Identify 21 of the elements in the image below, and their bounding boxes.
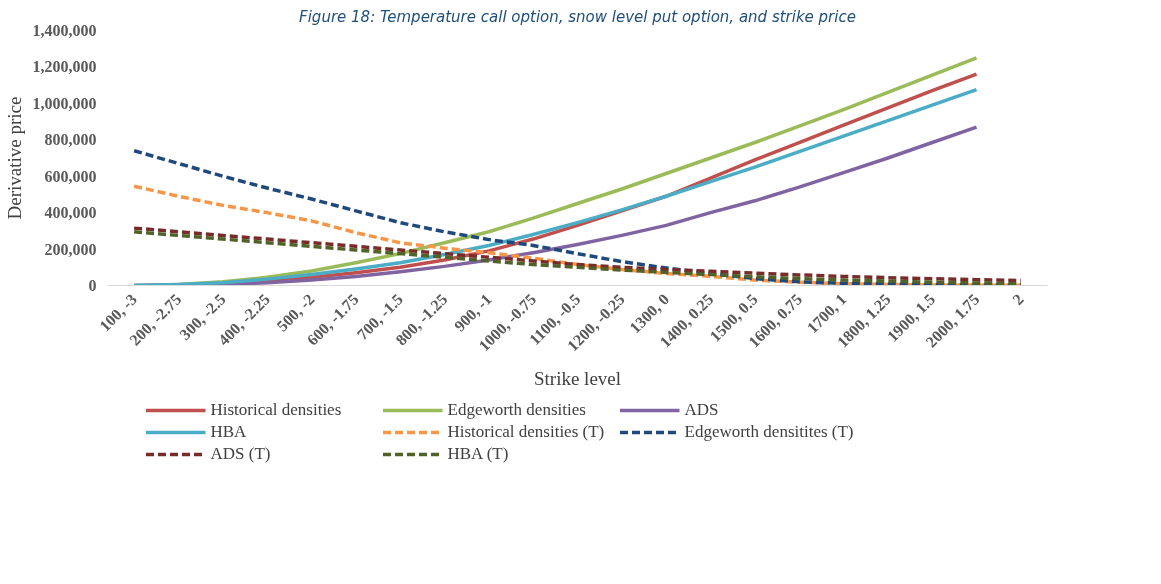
legend-label: HBA (T) <box>447 444 510 464</box>
legend-label: Edgeworth densitites (T) <box>684 422 855 442</box>
x-axis-title: Strike level <box>533 368 622 390</box>
chart-title: Figure 18: Temperature call option, snow level put option, and strike price <box>299 7 856 26</box>
x-tick-label: 2 <box>1009 290 1027 309</box>
y-tick-label: 400,000 <box>44 204 97 222</box>
legend-label: HBA <box>210 422 248 442</box>
legend-label: Historical densities <box>210 400 343 420</box>
legend-label: ADS <box>684 400 720 420</box>
y-tick-label: 800,000 <box>44 131 97 149</box>
y-tick-label: 1,400,000 <box>32 22 97 39</box>
y-tick-label: 1,000,000 <box>32 94 97 112</box>
y-tick-label: 200,000 <box>44 240 97 258</box>
legend-label: ADS (T) <box>210 444 272 464</box>
y-tick-label: 0 <box>88 277 97 294</box>
legend-label: Historical densities (T) <box>447 422 606 442</box>
line-series <box>132 184 1023 286</box>
y-tick-label: 1,200,000 <box>32 58 97 76</box>
legend-label: Edgeworth densities <box>447 400 587 420</box>
y-axis-title: Derivative price <box>3 96 25 220</box>
y-tick-label: 600,000 <box>44 167 97 185</box>
